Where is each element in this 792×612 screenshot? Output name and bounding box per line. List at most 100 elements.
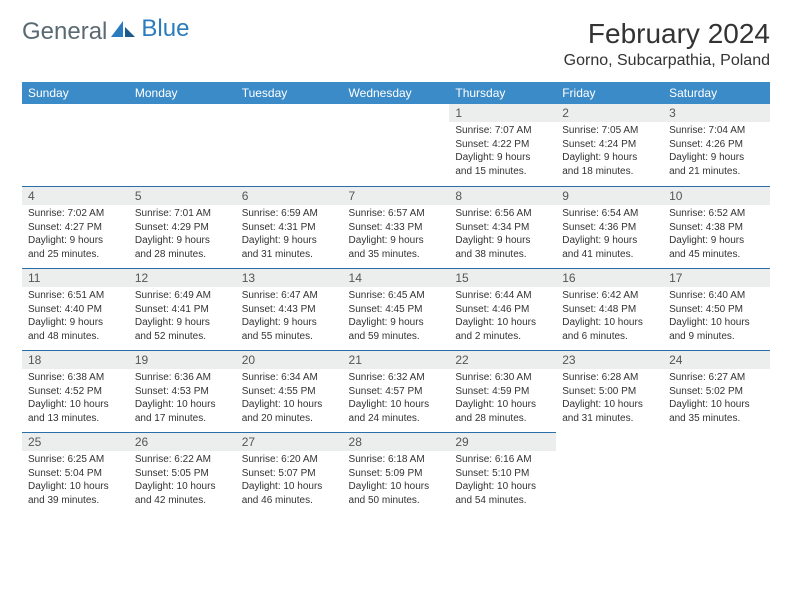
calendar-cell (556, 432, 663, 514)
day-line: Sunrise: 6:49 AM (135, 289, 230, 303)
calendar-row: 11Sunrise: 6:51 AMSunset: 4:40 PMDayligh… (22, 268, 770, 350)
day-line: and 52 minutes. (135, 330, 230, 344)
day-line: Daylight: 10 hours (28, 398, 123, 412)
weekday-header: Monday (129, 82, 236, 104)
calendar-cell: 12Sunrise: 6:49 AMSunset: 4:41 PMDayligh… (129, 268, 236, 350)
calendar-cell (129, 104, 236, 186)
calendar-cell: 5Sunrise: 7:01 AMSunset: 4:29 PMDaylight… (129, 186, 236, 268)
day-number: 5 (129, 186, 236, 205)
day-line: Sunset: 4:46 PM (455, 303, 550, 317)
day-line: and 13 minutes. (28, 412, 123, 426)
calendar-cell: 29Sunrise: 6:16 AMSunset: 5:10 PMDayligh… (449, 432, 556, 514)
day-number: 6 (236, 186, 343, 205)
calendar-cell: 18Sunrise: 6:38 AMSunset: 4:52 PMDayligh… (22, 350, 129, 432)
day-line: Daylight: 9 hours (242, 234, 337, 248)
page-header: General Blue February 2024 Gorno, Subcar… (22, 18, 770, 70)
day-line: Sunset: 4:27 PM (28, 221, 123, 235)
calendar-cell: 6Sunrise: 6:59 AMSunset: 4:31 PMDaylight… (236, 186, 343, 268)
day-number: 12 (129, 268, 236, 287)
day-number: 4 (22, 186, 129, 205)
day-line: Sunrise: 7:01 AM (135, 207, 230, 221)
day-line: Daylight: 9 hours (242, 316, 337, 330)
day-detail: Sunrise: 6:44 AMSunset: 4:46 PMDaylight:… (449, 287, 556, 347)
calendar-cell: 7Sunrise: 6:57 AMSunset: 4:33 PMDaylight… (343, 186, 450, 268)
calendar-cell: 20Sunrise: 6:34 AMSunset: 4:55 PMDayligh… (236, 350, 343, 432)
day-detail: Sunrise: 6:28 AMSunset: 5:00 PMDaylight:… (556, 369, 663, 429)
day-line: Daylight: 10 hours (455, 398, 550, 412)
day-detail: Sunrise: 6:27 AMSunset: 5:02 PMDaylight:… (663, 369, 770, 429)
calendar-cell: 21Sunrise: 6:32 AMSunset: 4:57 PMDayligh… (343, 350, 450, 432)
calendar-cell: 26Sunrise: 6:22 AMSunset: 5:05 PMDayligh… (129, 432, 236, 514)
day-line: Sunrise: 6:32 AM (349, 371, 444, 385)
day-detail: Sunrise: 7:04 AMSunset: 4:26 PMDaylight:… (663, 122, 770, 182)
day-line: Sunset: 5:00 PM (562, 385, 657, 399)
calendar-row: 1Sunrise: 7:07 AMSunset: 4:22 PMDaylight… (22, 104, 770, 186)
day-line: Sunset: 4:33 PM (349, 221, 444, 235)
day-line: Sunset: 5:04 PM (28, 467, 123, 481)
day-number: 7 (343, 186, 450, 205)
day-line: Sunrise: 6:42 AM (562, 289, 657, 303)
day-line: Sunrise: 6:40 AM (669, 289, 764, 303)
day-line: Daylight: 10 hours (349, 480, 444, 494)
day-line: Daylight: 10 hours (135, 398, 230, 412)
day-detail: Sunrise: 6:20 AMSunset: 5:07 PMDaylight:… (236, 451, 343, 511)
day-detail: Sunrise: 6:59 AMSunset: 4:31 PMDaylight:… (236, 205, 343, 265)
day-line: Daylight: 10 hours (242, 480, 337, 494)
calendar-cell: 23Sunrise: 6:28 AMSunset: 5:00 PMDayligh… (556, 350, 663, 432)
day-line: and 24 minutes. (349, 412, 444, 426)
day-number: 2 (556, 104, 663, 122)
day-line: Sunrise: 7:02 AM (28, 207, 123, 221)
brand-sail-icon (111, 18, 137, 46)
day-detail: Sunrise: 6:38 AMSunset: 4:52 PMDaylight:… (22, 369, 129, 429)
calendar-row: 4 Sunrise: 7:02 AMSunset: 4:27 PM Daylight… (22, 186, 770, 268)
calendar-cell: 19Sunrise: 6:36 AMSunset: 4:53 PMDayligh… (129, 350, 236, 432)
calendar-cell: 11Sunrise: 6:51 AMSunset: 4:40 PMDayligh… (22, 268, 129, 350)
day-line: and 48 minutes. (28, 330, 123, 344)
day-line: and 28 minutes. (135, 248, 230, 262)
day-number: 10 (663, 186, 770, 205)
day-line: Sunset: 4:55 PM (242, 385, 337, 399)
day-line: Sunrise: 6:27 AM (669, 371, 764, 385)
day-number: 26 (129, 432, 236, 451)
day-line: Sunset: 5:07 PM (242, 467, 337, 481)
weekday-header: Saturday (663, 82, 770, 104)
calendar-cell (343, 104, 450, 186)
weekday-header: Sunday (22, 82, 129, 104)
day-line: Sunrise: 6:44 AM (455, 289, 550, 303)
day-detail: Sunrise: 6:34 AMSunset: 4:55 PMDaylight:… (236, 369, 343, 429)
day-number: 22 (449, 350, 556, 369)
day-number: 24 (663, 350, 770, 369)
day-line: Sunset: 4:57 PM (349, 385, 444, 399)
brand-part1: General (22, 18, 107, 46)
day-line: and 17 minutes. (135, 412, 230, 426)
day-line: and 35 minutes. (349, 248, 444, 262)
day-line: and 42 minutes. (135, 494, 230, 508)
day-detail: Sunrise: 7:01 AMSunset: 4:29 PMDaylight:… (129, 205, 236, 265)
day-line: Daylight: 9 hours (455, 151, 550, 165)
day-detail: Sunrise: 6:25 AMSunset: 5:04 PMDaylight:… (22, 451, 129, 511)
day-number: 8 (449, 186, 556, 205)
day-detail: Sunrise: 6:18 AMSunset: 5:09 PMDaylight:… (343, 451, 450, 511)
day-line: Sunrise: 6:34 AM (242, 371, 337, 385)
day-line: Sunrise: 6:16 AM (455, 453, 550, 467)
day-detail: Sunrise: 6:30 AMSunset: 4:59 PMDaylight:… (449, 369, 556, 429)
day-line: Sunrise: 6:36 AM (135, 371, 230, 385)
day-line: Sunrise: 6:25 AM (28, 453, 123, 467)
day-line: Daylight: 10 hours (669, 316, 764, 330)
calendar-cell: 27Sunrise: 6:20 AMSunset: 5:07 PMDayligh… (236, 432, 343, 514)
day-detail: Sunrise: 6:40 AMSunset: 4:50 PMDaylight:… (663, 287, 770, 347)
day-line: Daylight: 9 hours (455, 234, 550, 248)
day-line: Daylight: 9 hours (562, 234, 657, 248)
day-line: Sunset: 5:09 PM (349, 467, 444, 481)
month-title: February 2024 (564, 18, 770, 50)
calendar-row: 18Sunrise: 6:38 AMSunset: 4:52 PMDayligh… (22, 350, 770, 432)
day-line: Sunset: 4:40 PM (28, 303, 123, 317)
day-line: Sunrise: 6:45 AM (349, 289, 444, 303)
day-line: Sunset: 4:31 PM (242, 221, 337, 235)
day-line: Sunrise: 6:47 AM (242, 289, 337, 303)
day-line: Daylight: 9 hours (349, 316, 444, 330)
calendar-cell: 16Sunrise: 6:42 AMSunset: 4:48 PMDayligh… (556, 268, 663, 350)
brand-part2: Blue (141, 15, 189, 43)
day-number: 28 (343, 432, 450, 451)
day-line: Sunrise: 7:05 AM (562, 124, 657, 138)
